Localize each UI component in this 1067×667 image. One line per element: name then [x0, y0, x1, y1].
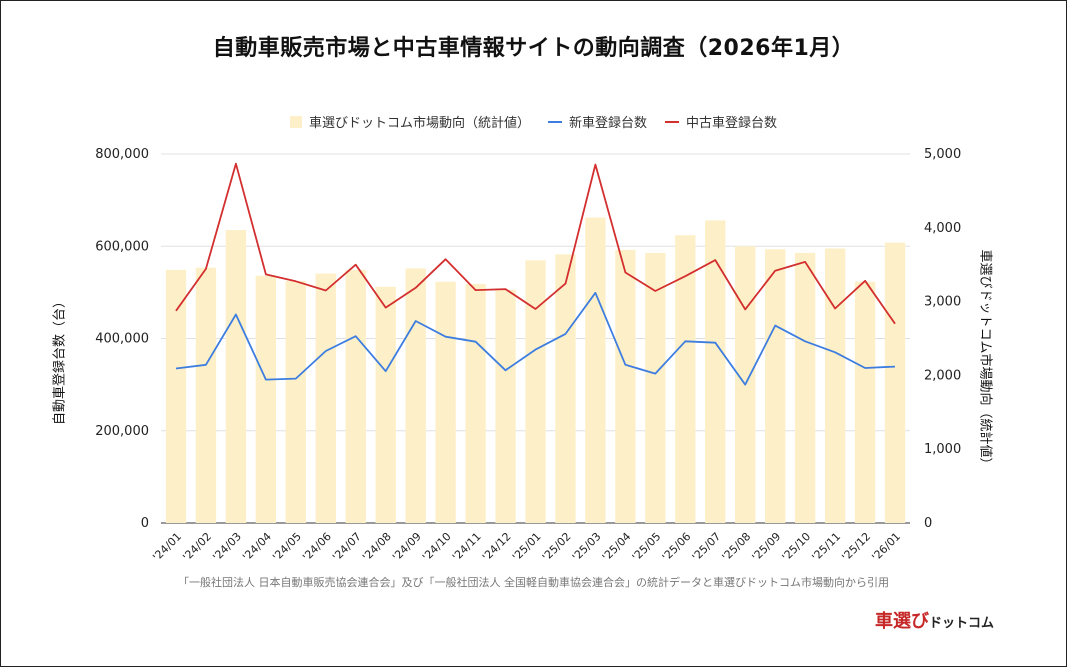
bar [705, 220, 726, 524]
x-tick-label: '24/10 [420, 530, 454, 564]
legend-swatch-bar [289, 115, 302, 128]
x-tick-label: '25/08 [720, 530, 754, 564]
bar [495, 289, 516, 523]
bar [525, 260, 546, 523]
bar [195, 267, 217, 523]
source-note: 「一般社団法人 日本自動車販売協会連合会」及び「一般社団法人 全国軽自動車協会連… [178, 576, 889, 589]
x-tick-label: '25/11 [809, 530, 843, 564]
bar [435, 281, 456, 523]
y-left-tick-label: 0 [141, 516, 149, 531]
bar [884, 242, 906, 523]
x-tick-label: '25/02 [540, 530, 574, 564]
bar [854, 281, 876, 523]
x-tick-label: '24/03 [210, 530, 244, 564]
x-tick-label: '26/01 [869, 530, 903, 564]
legend-swatch-used-car [665, 120, 679, 123]
y-left-tick-label: 800,000 [95, 147, 149, 162]
y-left-tick-label: 600,000 [95, 239, 149, 254]
x-tick-label: '25/04 [600, 530, 634, 564]
x-tick-label: '25/03 [570, 530, 604, 564]
y-right-tick-label: 4,000 [924, 221, 961, 236]
chart-title: 自動車販売市場と中古車情報サイトの動向調査（2026年1月） [212, 36, 855, 61]
legend-swatch-new-car [547, 120, 562, 123]
y-right-tick-label: 2,000 [924, 368, 961, 383]
bar [405, 268, 426, 523]
bar [824, 248, 846, 524]
bar [555, 254, 576, 524]
y-right-tick-label: 3,000 [924, 295, 961, 310]
bar [375, 286, 396, 523]
legend-item-bar: 車選びドットコム市場動向（統計値） [289, 112, 530, 131]
bar [345, 269, 366, 523]
x-tick-label: '24/05 [270, 530, 304, 564]
x-tick-label: '24/01 [150, 530, 184, 564]
legend-label-bar: 車選びドットコム市場動向（統計値） [308, 116, 530, 131]
x-tick-label: '24/06 [300, 530, 334, 564]
x-tick-label: '25/12 [839, 530, 873, 564]
bar [615, 249, 636, 523]
x-tick-label: '24/11 [450, 530, 484, 564]
x-tick-label: '25/10 [780, 530, 814, 564]
x-tick-label: '25/09 [750, 530, 784, 564]
bar [764, 249, 786, 523]
x-tick-label: '24/08 [360, 530, 394, 564]
x-tick-label: '25/01 [510, 530, 544, 564]
x-tick-label: '24/07 [330, 530, 364, 564]
x-tick-label: '25/05 [630, 530, 664, 564]
legend-label-used-car: 中古車登録台数 [686, 116, 778, 131]
bar [315, 273, 336, 523]
y-left-tick-label: 400,000 [95, 332, 149, 347]
bar [675, 235, 696, 523]
bar [465, 283, 486, 523]
x-tick-label: '24/02 [180, 530, 214, 564]
bar [255, 275, 277, 523]
series-line-new-car [175, 291, 896, 386]
legend-label-new-car: 新車登録台数 [568, 116, 647, 131]
x-tick-label: '25/06 [660, 530, 694, 564]
y-right-tick-label: 0 [924, 516, 932, 531]
legend-item-new-car: 新車登録台数 [547, 112, 647, 131]
bar [585, 217, 606, 523]
brand-logo: 車選びドットコム [875, 607, 994, 633]
x-tick-label: '24/04 [240, 530, 274, 564]
series-line-used-car [175, 162, 896, 325]
legend: 車選びドットコム市場動向（統計値） 新車登録台数 中古車登録台数 [0, 112, 1067, 131]
bar [645, 252, 666, 523]
bar [165, 269, 187, 523]
x-tick-label: '24/09 [390, 530, 424, 564]
bar [225, 230, 247, 523]
bar [794, 252, 816, 523]
logo-main: 車選び [875, 611, 929, 632]
bar [285, 280, 307, 523]
y-right-tick-label: 1,000 [924, 442, 961, 457]
y-left-tick-label: 200,000 [95, 424, 149, 439]
y-right-tick-label: 5,000 [924, 147, 961, 162]
logo-sub: ドットコム [929, 616, 995, 631]
x-tick-label: '24/12 [480, 530, 514, 564]
x-tick-label: '25/07 [690, 530, 724, 564]
legend-item-used-car: 中古車登録台数 [665, 112, 777, 131]
